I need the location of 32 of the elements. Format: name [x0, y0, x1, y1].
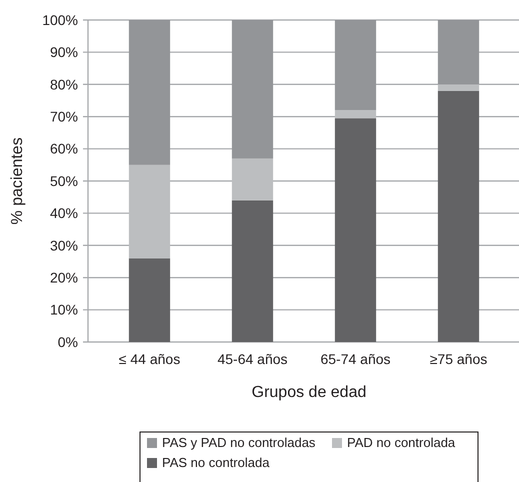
y-tick-label: 90% [50, 44, 78, 60]
x-tick-label: 45-64 años [217, 351, 288, 367]
bar [438, 90, 480, 342]
bar [334, 20, 376, 110]
y-tick-label: 70% [50, 108, 78, 124]
bar [438, 84, 480, 91]
bar [334, 110, 376, 118]
y-tick-label: 30% [50, 237, 78, 254]
legend-label: PAS no controlada [162, 455, 270, 470]
bar [232, 158, 274, 200]
bar [438, 20, 480, 84]
y-tick-label: 60% [50, 140, 78, 157]
bar [334, 118, 376, 342]
x-tick-label: ≥75 años [430, 351, 488, 367]
bar [232, 20, 274, 158]
legend-label: PAD no controlada [347, 435, 456, 450]
y-tick-label: 50% [50, 172, 78, 189]
y-tick-label: 0% [58, 334, 78, 350]
x-tick-label: ≤ 44 años [118, 351, 180, 367]
y-tick-label: 10% [50, 302, 78, 318]
x-tick-label: 65-74 años [320, 351, 391, 367]
y-tick-label: 100% [42, 12, 78, 28]
bar [128, 164, 170, 258]
x-axis-title: Grupos de edad [252, 384, 366, 401]
y-tick-label: 20% [50, 270, 78, 286]
bar [232, 200, 274, 342]
y-axis-title: % pacientes [9, 137, 26, 225]
legend-label: PAS y PAD no controladas [162, 435, 316, 450]
bar [128, 258, 170, 342]
y-tick-label: 40% [50, 205, 78, 222]
y-tick-label: 80% [50, 76, 78, 92]
bar [128, 20, 170, 165]
